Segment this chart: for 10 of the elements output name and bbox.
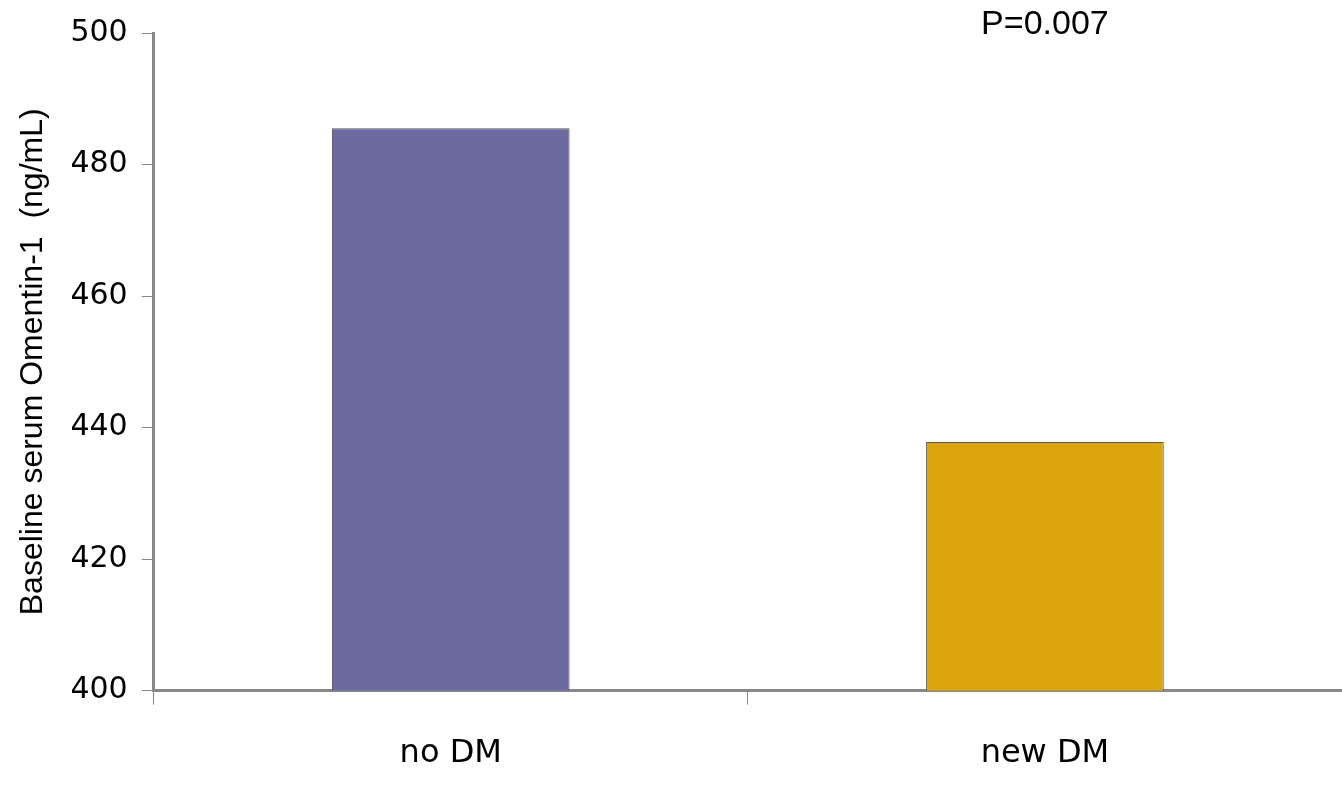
- x-tick-label: no DM: [399, 732, 502, 771]
- y-tick-label: 460: [70, 275, 128, 311]
- y-tick-label: 500: [70, 12, 128, 48]
- annotation: P=0.007: [981, 3, 1109, 42]
- y-axis-title: Baseline serum Omentin-1 (ng/mL): [13, 108, 50, 616]
- x-tick-label: new DM: [980, 732, 1110, 771]
- y-tick-label: 400: [70, 670, 128, 706]
- y-tick-label: 440: [70, 407, 128, 443]
- y-tick-label: 480: [70, 144, 128, 180]
- y-tick-label: 420: [70, 538, 128, 574]
